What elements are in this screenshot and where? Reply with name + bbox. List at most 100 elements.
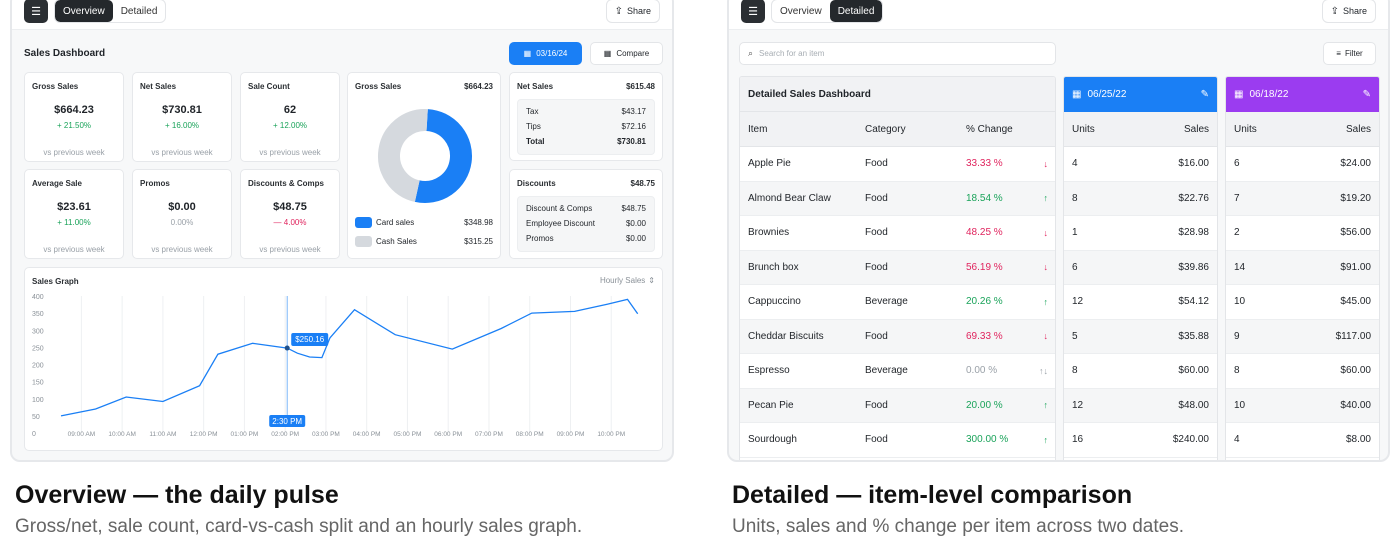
arrow-down-icon: ↓ xyxy=(1043,331,1049,342)
stat-card: Promos $0.00 0.00% vs previous week xyxy=(132,169,232,259)
table-row[interactable]: Cheddar Biscuits Food 69.33 % ↓ xyxy=(740,319,1055,354)
breakdown-value: $48.75 xyxy=(621,204,646,213)
date-column-subheader: Units Sales xyxy=(1064,112,1217,147)
stat-card: Average Sale $23.61 + 11.00% vs previous we… xyxy=(24,169,124,259)
x-tick-label: 05:00 PM xyxy=(394,431,422,438)
x-tick-label: 06:00 PM xyxy=(434,431,462,438)
x-tick-label: 01:00 PM xyxy=(230,431,258,438)
share-button[interactable]: ⇪ Share xyxy=(605,0,660,23)
compare-button[interactable]: ▦ Compare xyxy=(590,42,663,65)
date-column-subheader: Units Sales xyxy=(1226,112,1379,147)
stat-footnote: vs previous week xyxy=(259,245,321,254)
sales-graph-card: Sales Graph Hourly Sales ⇕ 0 50 100 150 200 2… xyxy=(24,267,663,451)
date-row: 1 $28.98 xyxy=(1064,216,1217,251)
breakdown-row: Total $730.81 xyxy=(526,137,646,146)
date-row: 5 $35.88 xyxy=(1064,319,1217,354)
search-placeholder: Search for an item xyxy=(759,49,825,58)
y-tick-label: 0 xyxy=(32,431,36,438)
units-value: 8 xyxy=(1072,192,1078,204)
menu-button[interactable]: ☰ xyxy=(741,0,765,23)
item-name: Apple Pie xyxy=(748,158,791,170)
menu-button[interactable]: ☰ xyxy=(24,0,48,23)
stat-footnote: vs previous week xyxy=(259,148,321,157)
donut-slice xyxy=(414,109,472,203)
filter-icon: ≡ xyxy=(1336,49,1341,58)
stat-label: Discounts & Comps xyxy=(248,179,325,188)
table-row[interactable]: Cappuccino Beverage 20.26 % ↑ xyxy=(740,285,1055,320)
breakdown-row: Tax $43.17 xyxy=(526,107,646,116)
sales-graph-label: Sales Graph xyxy=(32,277,79,286)
tab-detailed[interactable]: Detailed xyxy=(120,5,158,17)
item-change: 69.33 % xyxy=(966,330,1003,342)
x-tick-label: 09:00 PM xyxy=(557,431,585,438)
search-box[interactable]: ⌕ Search for an item xyxy=(739,42,1056,65)
table-row[interactable]: Pecan Pie Food 20.00 % ↑ xyxy=(740,388,1055,423)
detailed-panel: ☰ Overview Detailed ⇪ Share ⌕ Search for… xyxy=(727,0,1390,462)
sales-value: $22.76 xyxy=(1178,192,1209,204)
stat-label: Average Sale xyxy=(32,179,82,188)
units-value: 8 xyxy=(1072,365,1078,377)
table-row[interactable]: Brownies Food 48.25 % ↓ xyxy=(740,216,1055,251)
sales-value: $24.00 xyxy=(1340,158,1371,170)
donut-card-label: Gross Sales xyxy=(355,82,402,91)
tab-detailed[interactable]: Detailed xyxy=(829,0,883,22)
date-column-header[interactable]: ▦ 06/25/22 ✎ xyxy=(1064,77,1217,112)
date-row: 12 $48.00 xyxy=(1064,388,1217,423)
calendar-icon: ▦ xyxy=(603,49,612,58)
legend-name: Cash Sales xyxy=(376,236,417,246)
hamburger-icon: ☰ xyxy=(31,5,41,18)
units-value: 8 xyxy=(1234,365,1240,377)
breakdown-name: Tax xyxy=(526,107,539,116)
breakdown-name: Total xyxy=(526,137,545,146)
stat-label: Promos xyxy=(140,179,170,188)
edit-icon[interactable]: ✎ xyxy=(1200,89,1209,100)
breakdown-value: $0.00 xyxy=(625,234,646,243)
donut-chart xyxy=(378,109,472,203)
sales-value: $56.00 xyxy=(1340,227,1371,239)
arrow-down-icon: ↓ xyxy=(1043,227,1049,238)
discounts-card: Discounts $48.75 Discount & Comps $48.75 E… xyxy=(509,169,663,259)
share-label: Share xyxy=(626,6,651,16)
date-row: 6 $39.86 xyxy=(1064,250,1217,285)
hourly-sales-select[interactable]: Hourly Sales ⇕ xyxy=(600,276,655,285)
item-category: Food xyxy=(865,434,888,446)
stat-footnote: vs previous week xyxy=(43,245,105,254)
stat-card: Discounts & Comps $48.75 — 4.00% vs previou… xyxy=(240,169,340,259)
stat-value: $0.00 xyxy=(168,201,196,213)
units-value: 5 xyxy=(1072,330,1078,342)
table-row[interactable]: Sourdough Food 300.00 % ↑ xyxy=(740,423,1055,458)
breakdown-value: $730.81 xyxy=(617,137,646,146)
table-row[interactable]: Brunch box Food 56.19 % ↓ xyxy=(740,250,1055,285)
date-row: 10 $40.00 xyxy=(1226,388,1379,423)
stat-card: Net Sales $730.81 + 16.00% vs previous week xyxy=(132,72,232,162)
tab-overview[interactable]: Overview xyxy=(55,0,113,22)
sales-series-line xyxy=(60,298,639,417)
table-row[interactable]: Apple Pie Food 33.33 % ↓ xyxy=(740,147,1055,182)
donut-slice xyxy=(378,109,428,202)
tab-overview[interactable]: Overview xyxy=(780,5,822,17)
breakdown-name: Tips xyxy=(526,122,541,131)
stat-label: Sale Count xyxy=(248,82,290,91)
y-tick-label: 350 xyxy=(32,311,44,318)
date-row: 7 $19.20 xyxy=(1226,181,1379,216)
date-label: 03/16/24 xyxy=(536,49,568,58)
date-row: 4 $16.00 xyxy=(1064,147,1217,182)
share-button[interactable]: ⇪ Share xyxy=(1321,0,1376,23)
date-column-header[interactable]: ▦ 06/18/22 ✎ xyxy=(1226,77,1379,112)
table-row[interactable]: Almond Bear Claw Food 18.54 % ↑ xyxy=(740,181,1055,216)
detailed-topbar: ☰ Overview Detailed ⇪ Share xyxy=(729,0,1388,30)
edit-icon[interactable]: ✎ xyxy=(1362,89,1371,100)
date-picker-button[interactable]: ▦ 03/16/24 xyxy=(509,42,582,65)
filter-button[interactable]: ≡ Filter xyxy=(1323,42,1376,65)
y-tick-label: 400 xyxy=(32,294,44,301)
x-tick-label: 03:00 PM xyxy=(312,431,340,438)
table-row[interactable]: Espresso Beverage 0.00 % ↑↓ xyxy=(740,354,1055,389)
x-tick-label: 07:00 PM xyxy=(475,431,503,438)
stat-card: Gross Sales $664.23 + 21.50% vs previous we… xyxy=(24,72,124,162)
units-value: 10 xyxy=(1234,296,1246,308)
item-change: 33.33 % xyxy=(966,158,1003,170)
hamburger-icon: ☰ xyxy=(748,5,758,18)
filter-label: Filter xyxy=(1344,49,1363,58)
y-tick-label: 150 xyxy=(32,380,44,387)
net-sales-breakdown: Tax $43.17 Tips $72.16 Total $730.81 xyxy=(517,99,655,155)
